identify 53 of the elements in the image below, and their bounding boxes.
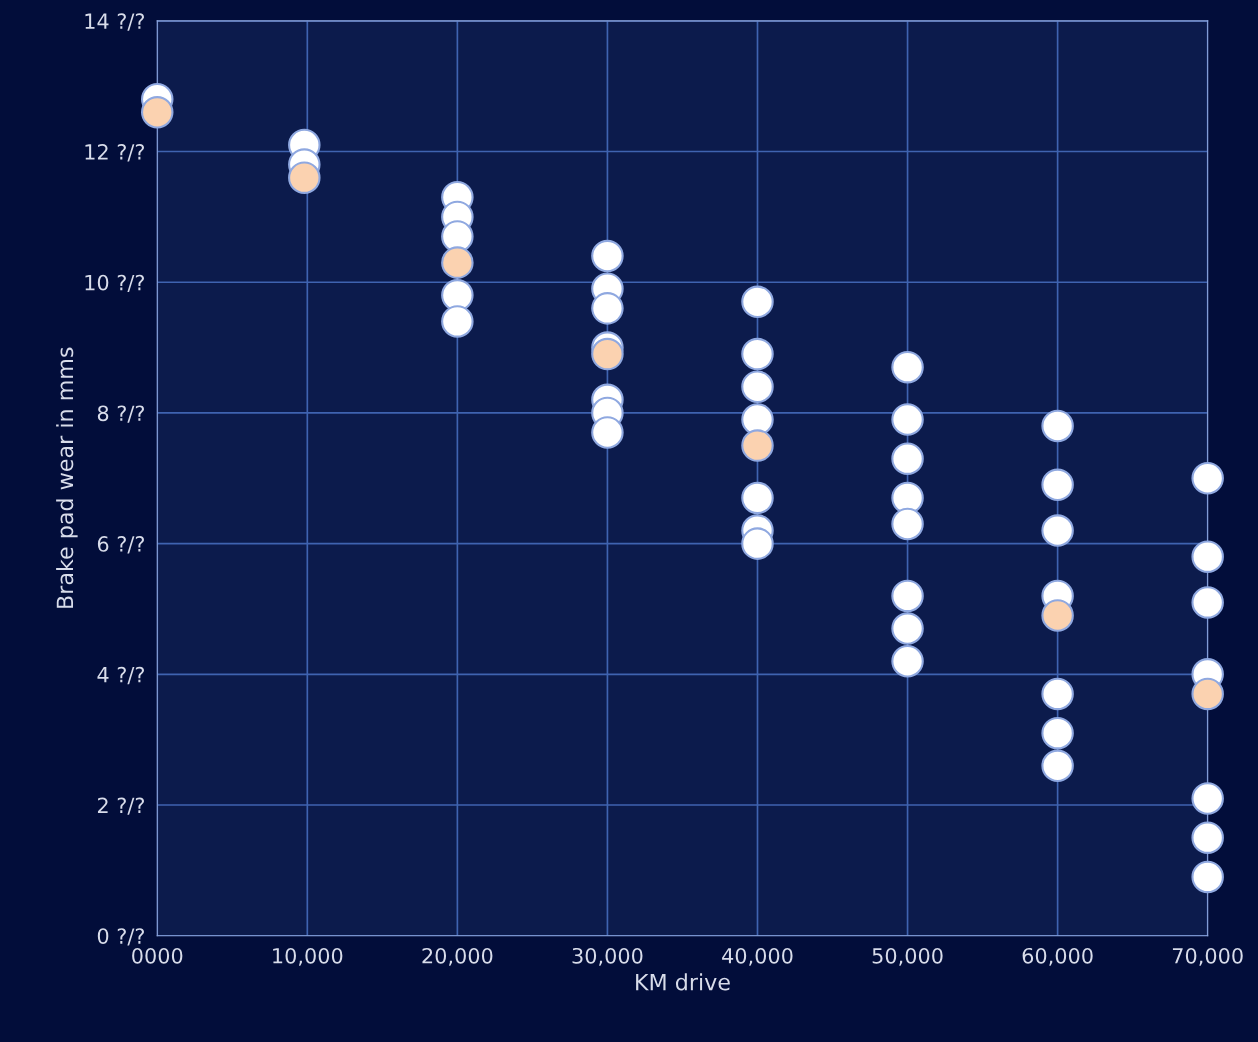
point [741, 429, 774, 462]
point [591, 337, 624, 371]
point [1191, 540, 1224, 573]
x-tick-label: 0000 [132, 947, 183, 964]
point [1041, 514, 1074, 547]
point [1191, 586, 1224, 619]
y-axis-title: Brake pad wear in mms [56, 347, 78, 608]
point [741, 527, 774, 560]
point [741, 481, 774, 515]
point [1191, 782, 1224, 815]
y-tick-label: 12 ?/? [85, 143, 144, 162]
point [1041, 468, 1074, 502]
point [741, 370, 774, 404]
point [1041, 677, 1074, 711]
y-tick-label: 0 ?/? [97, 928, 144, 946]
y-tick-label: 6 ?/? [97, 536, 144, 554]
point [1191, 677, 1224, 711]
point [1191, 462, 1224, 495]
y-tick-label: 8 ?/? [97, 405, 144, 423]
point [1041, 599, 1074, 632]
y-tick-label: 4 ?/? [97, 666, 144, 685]
x-tick-label: 40,000 [722, 947, 793, 966]
x-tick-label: 20,000 [422, 947, 493, 966]
point [891, 579, 924, 613]
point [591, 239, 624, 273]
y-tick-label: 2 ?/? [97, 797, 144, 815]
point [141, 96, 174, 129]
point [1041, 749, 1074, 783]
point [591, 416, 624, 449]
point [441, 305, 474, 338]
point [891, 612, 924, 645]
point [891, 442, 924, 475]
point [891, 645, 924, 678]
point [591, 292, 624, 325]
point [891, 507, 924, 541]
point [288, 161, 321, 194]
point [1191, 860, 1224, 894]
point [891, 350, 924, 384]
x-tick-label: 60,000 [1022, 947, 1093, 966]
point [891, 403, 924, 436]
y-tick-label: 10 ?/? [85, 274, 144, 293]
point [741, 337, 774, 371]
point [741, 285, 774, 319]
x-tick-label: 70,000 [1172, 947, 1243, 966]
y-tick-label: 14 ?/? [85, 13, 144, 31]
x-axis-title: KM drive [636, 973, 730, 991]
x-tick-label: 50,000 [872, 947, 943, 966]
point [441, 246, 474, 279]
x-tick-label: 10,000 [273, 947, 343, 966]
point [1191, 821, 1224, 854]
point [1041, 409, 1074, 443]
x-tick-label: 30,000 [572, 947, 643, 966]
point [1041, 716, 1074, 750]
